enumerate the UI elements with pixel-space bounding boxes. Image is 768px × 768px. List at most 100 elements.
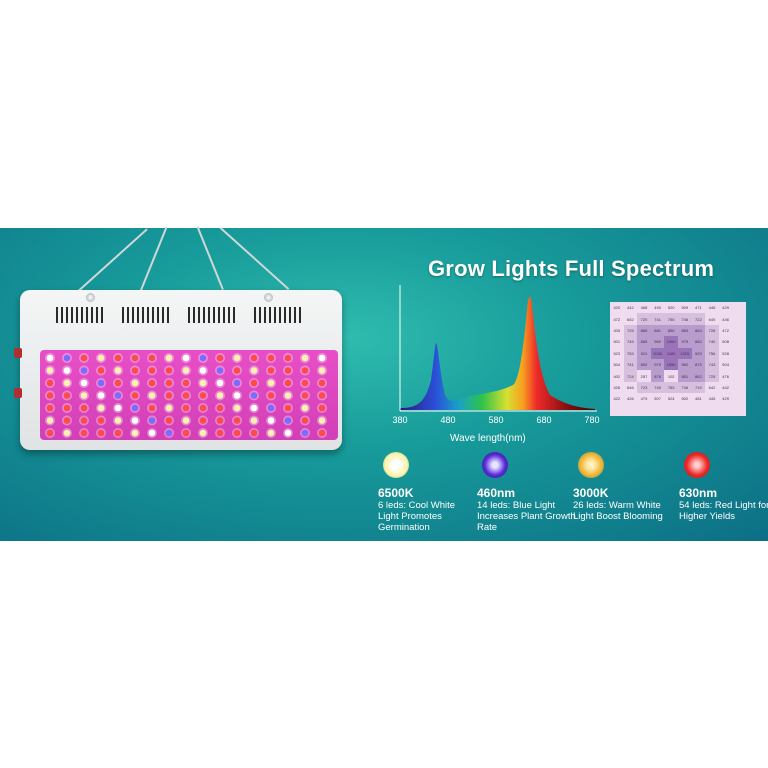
ppfd-cell: 429	[718, 302, 733, 314]
ppfd-cell: 426	[623, 393, 638, 405]
ppfd-cell: 479	[637, 393, 651, 405]
ppfd-cell	[664, 404, 678, 416]
led-dot	[301, 429, 309, 437]
ppfd-cell: 468	[637, 302, 651, 314]
led-dot	[216, 354, 224, 362]
ppfd-cell: 442	[718, 381, 733, 394]
ppfd-cell	[732, 370, 746, 382]
led-dot	[131, 429, 139, 437]
led-type-description: 14 leds: Blue Light Increases Plant Grow…	[477, 500, 576, 533]
ppfd-cell: 892	[637, 358, 651, 371]
ppfd-cell: 1060	[664, 336, 678, 348]
led-dot	[284, 404, 292, 412]
screw-icon	[86, 293, 95, 302]
led-dot	[131, 354, 139, 362]
led-dot	[80, 354, 88, 362]
ppfd-cell: 746	[678, 381, 692, 394]
led-dot	[63, 392, 71, 399]
ppfd-cell: 720	[637, 313, 651, 325]
led-dot	[63, 354, 71, 362]
ppfd-cell: 1050	[664, 358, 678, 371]
led-dot	[301, 379, 309, 387]
led-type-title: 630nm	[679, 486, 718, 500]
ppfd-cell: 883	[678, 324, 692, 337]
led-dot	[233, 354, 241, 362]
led-type-description: 26 leds: Warm White Light Boost Blooming	[573, 500, 663, 522]
x-tick-label: 480	[440, 415, 456, 425]
ppfd-cell: 962	[678, 358, 692, 371]
led-dot	[250, 417, 258, 424]
ppfd-cell: 102	[664, 370, 678, 382]
led-dot	[267, 392, 275, 399]
led-dot	[165, 404, 173, 412]
ppfd-heatmap: 420 442 468 490 520 509 471 446 429 472 652 720 741 7…	[610, 302, 746, 416]
ppfd-cell: 743	[705, 358, 719, 371]
ppfd-cell	[678, 404, 692, 416]
ppfd-cell: 1040	[650, 347, 665, 359]
ppfd-cell: 750	[664, 313, 678, 325]
led-type-description: 54 leds: Red Light for Higher Yields	[679, 500, 768, 522]
red-led-icon	[684, 452, 710, 478]
led-type-1: 6500K 6 leds: Cool White Light Promotes …	[378, 452, 478, 533]
ppfd-cell: 520	[664, 302, 678, 314]
ppfd-cell	[732, 324, 746, 337]
led-dot	[301, 417, 309, 424]
led-dot	[267, 379, 275, 387]
led-dot	[233, 417, 241, 424]
led-dot	[97, 379, 105, 387]
led-dot	[165, 417, 173, 424]
led-dot	[97, 392, 105, 399]
ppfd-cell: 422	[610, 393, 624, 405]
led-dot	[97, 354, 105, 362]
led-type-title: 6500K	[378, 486, 414, 500]
led-dot	[80, 367, 88, 374]
ppfd-cell: 960	[650, 336, 665, 348]
led-dot	[250, 404, 258, 412]
ppfd-cell: 446	[705, 302, 719, 314]
warm-white-led-icon	[578, 452, 604, 478]
ppfd-cell	[637, 404, 651, 416]
led-dot	[318, 417, 326, 424]
ppfd-cell: 471	[691, 302, 706, 314]
ppfd-cell: 763	[664, 381, 678, 394]
grow-light-fixture	[14, 290, 342, 450]
led-type-title: 3000K	[573, 486, 609, 500]
ppfd-cell: 863	[691, 324, 706, 337]
led-dot	[233, 367, 241, 374]
led-dot	[46, 417, 54, 424]
ppfd-cell: 524	[664, 393, 678, 405]
led-dot	[318, 429, 326, 437]
led-dot	[80, 392, 88, 399]
ppfd-cell: 749	[650, 381, 665, 394]
ppfd-cell: 405	[610, 324, 624, 337]
led-dot	[165, 367, 173, 374]
ppfd-cell: 879	[691, 358, 706, 371]
led-dot	[267, 367, 275, 374]
led-dot	[46, 379, 54, 387]
led-dot	[284, 417, 292, 424]
led-type-2: 460nm 14 leds: Blue Light Increases Plan…	[477, 452, 577, 533]
ppfd-cell: 429	[718, 393, 733, 405]
led-dot	[46, 367, 54, 374]
ppfd-cell: 501	[610, 336, 624, 348]
screw-icon	[264, 293, 273, 302]
led-dot	[182, 367, 190, 374]
led-dot	[284, 379, 292, 387]
ppfd-cell: 921	[637, 347, 651, 359]
ppfd-cell: 649	[705, 313, 719, 325]
vent-slot	[254, 307, 302, 323]
x-tick-label: 780	[584, 415, 600, 425]
led-dot	[97, 429, 105, 437]
led-dot	[216, 404, 224, 412]
led-dot	[250, 392, 258, 399]
led-dot	[216, 429, 224, 437]
ppfd-cell: 257	[637, 370, 651, 382]
ppfd-cell: 1020	[678, 347, 692, 359]
led-dot	[216, 367, 224, 374]
led-type-description: 6 leds: Cool White Light Promotes Germin…	[378, 500, 456, 533]
led-dot	[284, 392, 292, 399]
led-panel	[40, 350, 338, 440]
led-dot	[182, 354, 190, 362]
led-dot	[301, 367, 309, 374]
ppfd-cell: 502	[678, 393, 692, 405]
